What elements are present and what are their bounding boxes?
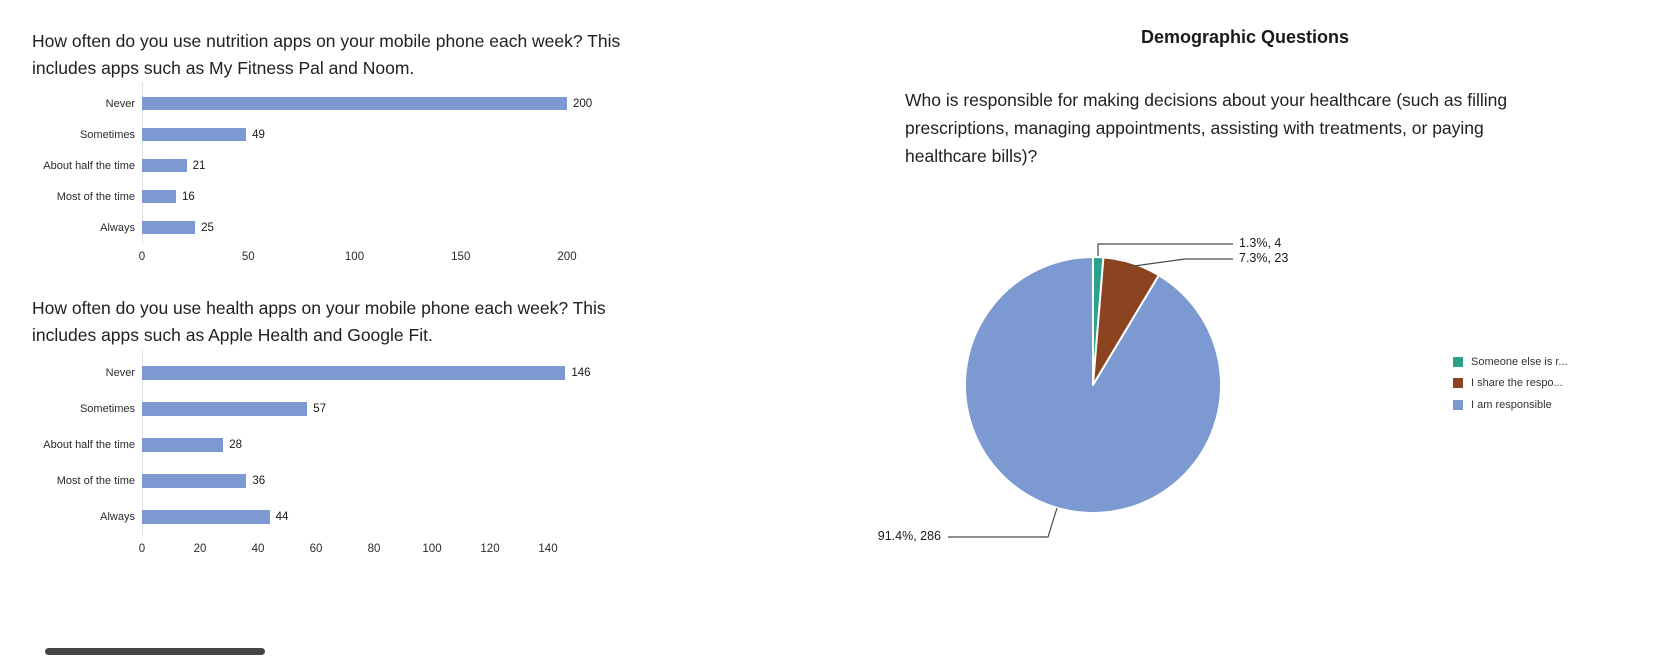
bar-row: About half the time 21 <box>32 150 652 181</box>
x-axis-tick: 50 <box>241 251 255 263</box>
bar-track: 49 <box>142 128 652 141</box>
horizontal-scrollbar-thumb[interactable] <box>45 648 265 655</box>
bar-track: 21 <box>142 159 652 172</box>
bar-value-label: 36 <box>252 475 266 487</box>
question-title-healthcare-decisions: Who is responsible for making decisions … <box>905 90 1508 166</box>
bar-track: 36 <box>142 474 652 488</box>
bar-rows: Never 200 Sometimes 49 About half the time 21… <box>32 83 652 243</box>
bar-rows: Never 146 Sometimes 57 About half the time 28… <box>32 350 652 535</box>
bar-track: 28 <box>142 438 652 452</box>
x-axis-tick: 100 <box>344 251 365 263</box>
bar <box>142 97 567 110</box>
bar-value-label: 28 <box>229 439 242 451</box>
legend-item: Someone else is r... <box>1453 351 1568 373</box>
left-column: How often do you use nutrition apps on y… <box>32 31 652 655</box>
category-label: About half the time <box>43 159 135 172</box>
bar <box>142 128 247 141</box>
question-title-nutrition-apps: How often do you use nutrition apps on y… <box>32 31 621 78</box>
x-axis-tick: 80 <box>367 543 381 555</box>
bar-value-label: 146 <box>571 367 591 379</box>
bar-row: Most of the time 36 <box>32 463 652 499</box>
x-axis-tick: 150 <box>451 251 471 263</box>
pie-leader-line <box>1097 243 1233 256</box>
legend-item: I share the respo... <box>1453 373 1568 395</box>
pie-chart-area: 1.3%, 4 7.3%, 23 91.4%, 286 Someone else… <box>840 230 1680 590</box>
category-label: Sometimes <box>79 128 135 141</box>
pie-legend: Someone else is r... I share the respo..… <box>1453 351 1568 416</box>
bar-value-label: 57 <box>313 403 327 415</box>
pie-chart <box>948 243 1233 538</box>
category-label: Never <box>105 97 135 110</box>
bar-track: 200 <box>142 97 652 110</box>
bar <box>142 366 566 380</box>
bar-chart-health-apps: Never 146 Sometimes 57 About half the time 28… <box>32 350 652 563</box>
bar-row: Never 146 <box>32 355 652 391</box>
pie-callout-label: 7.3%, 23 <box>1239 251 1289 265</box>
bar-value-label: 49 <box>252 128 265 141</box>
bar <box>142 474 247 488</box>
legend-label: Someone else is r... <box>1471 355 1568 368</box>
x-axis-tick: 0 <box>138 251 146 263</box>
category-label: About half the time <box>43 439 135 451</box>
x-axis-tick: 100 <box>422 543 442 555</box>
bar-row: Sometimes 49 <box>32 119 652 150</box>
bar <box>142 402 308 416</box>
section-title: Demographic Questions <box>1140 27 1350 47</box>
pie-slice <box>964 256 1222 514</box>
x-axis-tick: 0 <box>138 543 146 555</box>
category-label: Most of the time <box>56 475 135 487</box>
legend-swatch <box>1453 399 1463 410</box>
category-label: Sometimes <box>79 403 135 415</box>
legend-label: I am responsible <box>1471 398 1552 411</box>
bar-track: 57 <box>142 402 652 416</box>
bar-track: 146 <box>142 366 652 380</box>
bar-chart-nutrition-apps: Never 200 Sometimes 49 About half the time 21… <box>32 83 652 271</box>
category-label: Most of the time <box>56 190 135 203</box>
bar <box>142 221 196 234</box>
x-axis-tick: 120 <box>480 543 500 555</box>
x-axis-tick: 20 <box>193 543 207 555</box>
bar-row: Always 44 <box>32 499 652 535</box>
bar-track: 44 <box>142 510 652 524</box>
bar-value-label: 21 <box>192 159 206 172</box>
x-axis-tick: 40 <box>251 543 265 555</box>
bar-row: Most of the time 16 <box>32 181 652 212</box>
pie-callout-label: 1.3%, 4 <box>1239 236 1282 250</box>
pie-callout-label: 91.4%, 286 <box>877 529 941 543</box>
bar <box>142 510 270 524</box>
pie-leader-line <box>1133 258 1233 267</box>
bar-value-label: 16 <box>182 190 195 203</box>
pie-leader-line <box>948 507 1058 538</box>
x-axis: 0 50 100 150 200 <box>138 251 652 271</box>
x-axis-tick: 200 <box>557 251 577 263</box>
x-axis-tick: 60 <box>309 543 323 555</box>
bar-track: 25 <box>142 221 652 234</box>
bar-value-label: 25 <box>201 221 214 234</box>
bar-row: Sometimes 57 <box>32 391 652 427</box>
bar-row: About half the time 28 <box>32 427 652 463</box>
bar <box>142 190 176 203</box>
question-title-health-apps: How often do you use health apps on your… <box>32 298 606 345</box>
legend-label: I share the respo... <box>1471 377 1563 390</box>
bar <box>142 159 187 172</box>
bar-row: Always 25 <box>32 212 652 243</box>
bar <box>142 438 224 452</box>
x-axis: 0 20 40 60 80 100 120 140 <box>138 543 652 563</box>
category-label: Always <box>100 221 135 234</box>
right-column: Demographic Questions Who is responsible… <box>840 0 1680 656</box>
legend-swatch <box>1453 378 1463 389</box>
legend-swatch <box>1453 356 1463 367</box>
bar-track: 16 <box>142 190 652 203</box>
category-label: Always <box>100 511 135 523</box>
bar-row: Never 200 <box>32 88 652 119</box>
pie-slices <box>964 256 1222 514</box>
legend-item: I am responsible <box>1453 394 1568 416</box>
bar-value-label: 44 <box>275 511 289 523</box>
category-label: Never <box>105 367 135 379</box>
x-axis-tick: 140 <box>538 543 558 555</box>
bar-value-label: 200 <box>573 97 593 110</box>
